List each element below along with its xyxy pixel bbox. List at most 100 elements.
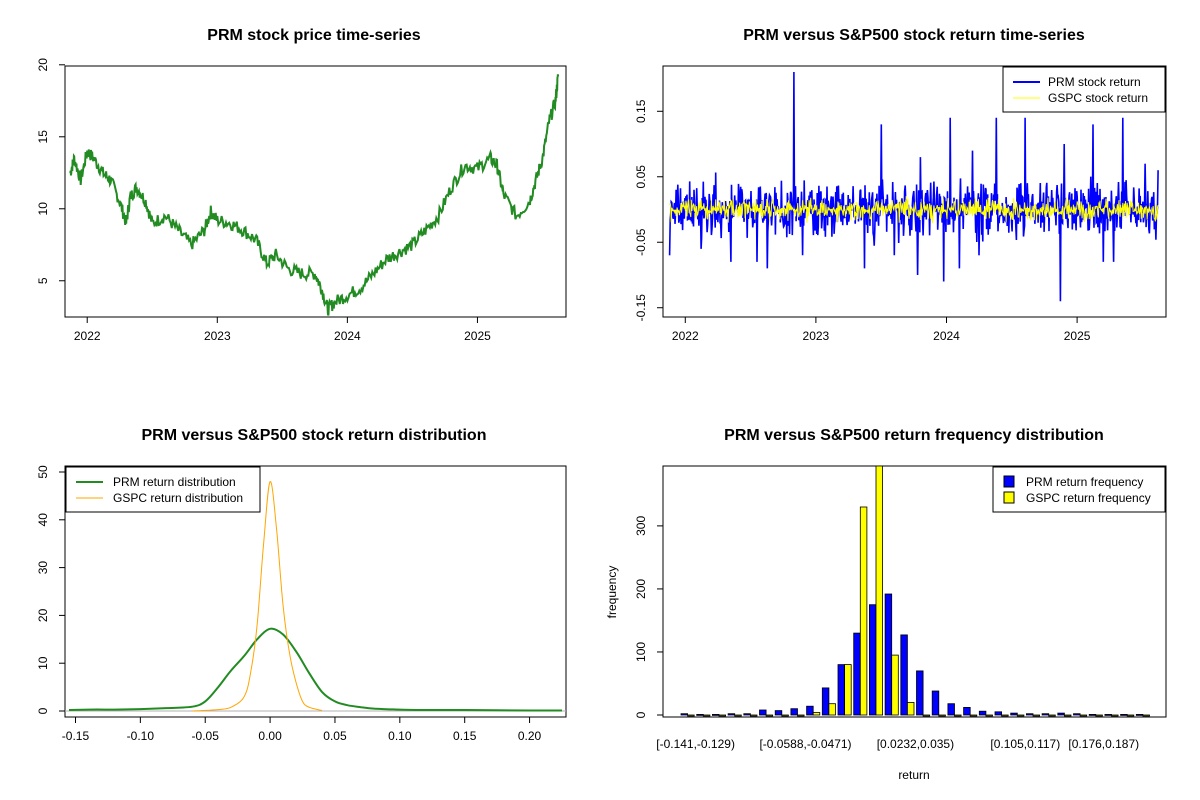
gspc-freq-bar-16 xyxy=(938,714,946,717)
gspc-return-line xyxy=(669,196,1159,224)
price-y-tick-label-2: 15 xyxy=(36,130,50,144)
frequency-chart-title: PRM versus S&P500 return frequency distr… xyxy=(724,427,1104,444)
gspc-freq-bar-12 xyxy=(875,465,883,716)
gspc-freq-bar-19 xyxy=(985,714,993,717)
prm-freq-bar-15 xyxy=(916,670,924,716)
gspc-freq-bar-8 xyxy=(812,712,821,716)
density-x-tick-label-5: 0.10 xyxy=(388,729,412,743)
returns-plot-frame xyxy=(662,65,1167,318)
frequency-y-axis: 0 100 200 300 xyxy=(634,516,663,718)
price-line xyxy=(69,74,560,316)
price-y-tick-label-0: 5 xyxy=(36,277,50,284)
price-x-tick-label-2: 2024 xyxy=(334,329,361,343)
panel-density: PRM versus S&P500 stock return distribut… xyxy=(36,427,567,743)
prm-freq-bar-21 xyxy=(1010,712,1018,716)
prm-freq-bar-6 xyxy=(774,710,783,716)
returns-x-tick-label-0: 2022 xyxy=(672,329,699,343)
prm-freq-bar-7 xyxy=(790,708,798,716)
prm-freq-bar-3 xyxy=(727,713,736,716)
density-legend-label-prm: PRM return distribution xyxy=(113,475,236,489)
prm-freq-bar-10 xyxy=(837,664,845,716)
frequency-legend-box xyxy=(992,466,1166,513)
frequency-legend-label-prm: PRM return frequency xyxy=(1026,475,1143,489)
gspc-freq-bar-1 xyxy=(702,714,711,717)
density-y-tick-label-0: 0 xyxy=(36,707,50,714)
prm-freq-bar-0 xyxy=(680,713,688,716)
prm-freq-bar-13 xyxy=(884,593,893,716)
frequency-legend-swatch-gspc xyxy=(1003,491,1015,504)
price-chart-title: PRM stock price time-series xyxy=(207,27,421,44)
returns-y-tick-label-2: 0.05 xyxy=(634,165,648,189)
density-legend: PRM return distribution GSPC return dist… xyxy=(65,466,261,513)
density-chart-title: PRM versus S&P500 stock return distribut… xyxy=(142,427,487,444)
gspc-freq-bar-3 xyxy=(734,714,742,717)
density-x-tick-label-6: 0.15 xyxy=(453,729,477,743)
returns-legend-box xyxy=(1002,66,1166,113)
gspc-freq-bar-17 xyxy=(954,714,962,717)
gspc-freq-bar-14 xyxy=(907,702,915,716)
prm-freq-bar-22 xyxy=(1026,713,1034,716)
gspc-freq-bar-20 xyxy=(1001,714,1009,717)
frequency-series xyxy=(680,465,1150,717)
price-plot-frame xyxy=(64,65,567,318)
density-series xyxy=(65,481,566,712)
prm-freq-bar-23 xyxy=(1041,713,1050,716)
returns-legend: PRM stock return GSPC stock return xyxy=(1002,66,1166,113)
density-x-axis: -0.15 -0.10 -0.05 0.00 0.05 0.10 0.15 0.20 xyxy=(62,717,542,743)
density-y-axis: 0 10 20 30 40 50 xyxy=(36,465,65,714)
frequency-x-label-1: [-0.0588,-0.0471) xyxy=(759,737,851,751)
density-x-tick-label-4: 0.05 xyxy=(323,729,347,743)
price-x-tick-label-1: 2023 xyxy=(204,329,231,343)
frequency-x-axis: [-0.141,-0.129) [-0.0588,-0.0471) [0.0232,… xyxy=(656,737,1139,751)
frequency-x-axis-title: return xyxy=(898,768,929,782)
price-x-tick-label-3: 2025 xyxy=(464,329,491,343)
gspc-freq-bar-24 xyxy=(1064,714,1072,717)
frequency-y-tick-label-2: 200 xyxy=(634,579,648,599)
gspc-freq-bar-7 xyxy=(797,714,805,717)
gspc-freq-bar-2 xyxy=(718,714,726,717)
price-x-axis: 2022 2023 2024 2025 xyxy=(74,317,491,343)
density-y-tick-label-4: 40 xyxy=(36,513,50,527)
gspc-freq-bar-23 xyxy=(1048,714,1056,717)
density-y-tick-label-5: 50 xyxy=(36,465,50,479)
prm-freq-bar-1 xyxy=(696,714,704,716)
prm-freq-bar-2 xyxy=(712,714,720,716)
frequency-legend: PRM return frequency GSPC return frequen… xyxy=(992,466,1166,513)
prm-freq-bar-16 xyxy=(931,690,940,716)
prm-freq-bar-25 xyxy=(1073,713,1081,716)
returns-x-axis: 2022 2023 2024 2025 xyxy=(672,317,1091,343)
frequency-y-tick-label-1: 100 xyxy=(634,642,648,662)
prm-freq-bar-27 xyxy=(1104,714,1112,716)
frequency-legend-swatch-prm xyxy=(1003,475,1015,488)
returns-legend-label-prm: PRM stock return xyxy=(1048,75,1141,89)
prm-freq-bar-26 xyxy=(1088,714,1097,716)
prm-freq-bar-28 xyxy=(1120,714,1128,716)
prm-freq-bar-19 xyxy=(978,710,987,716)
gspc-freq-bar-5 xyxy=(765,714,774,717)
gspc-freq-bar-0 xyxy=(687,714,695,717)
density-y-tick-label-2: 20 xyxy=(36,608,50,622)
gspc-density-curve xyxy=(192,481,323,712)
panel-frequency: PRM versus S&P500 return frequency distr… xyxy=(605,427,1167,782)
gspc-freq-bar-10 xyxy=(844,664,852,716)
returns-x-tick-label-3: 2025 xyxy=(1064,329,1091,343)
gspc-freq-bar-6 xyxy=(781,714,789,717)
prm-freq-bar-17 xyxy=(947,703,955,716)
frequency-x-label-2: [0.0232,0.035) xyxy=(877,737,954,751)
price-series xyxy=(69,74,560,316)
returns-x-tick-label-2: 2024 xyxy=(933,329,960,343)
gspc-freq-bar-28 xyxy=(1126,714,1135,717)
frequency-x-label-4: [0.176,0.187) xyxy=(1068,737,1139,751)
frequency-x-label-3: [0.105,0.117) xyxy=(990,737,1060,751)
gspc-freq-bar-22 xyxy=(1032,714,1040,717)
frequency-y-tick-label-3: 300 xyxy=(634,516,648,536)
returns-x-tick-label-1: 2023 xyxy=(803,329,830,343)
prm-freq-bar-20 xyxy=(994,711,1002,716)
prm-freq-bar-11 xyxy=(853,632,861,716)
density-legend-box xyxy=(65,466,261,513)
prm-freq-bar-4 xyxy=(743,713,751,716)
density-x-tick-label-7: 0.20 xyxy=(518,729,542,743)
prm-density-curve xyxy=(68,627,563,712)
prm-freq-bar-9 xyxy=(821,687,830,716)
